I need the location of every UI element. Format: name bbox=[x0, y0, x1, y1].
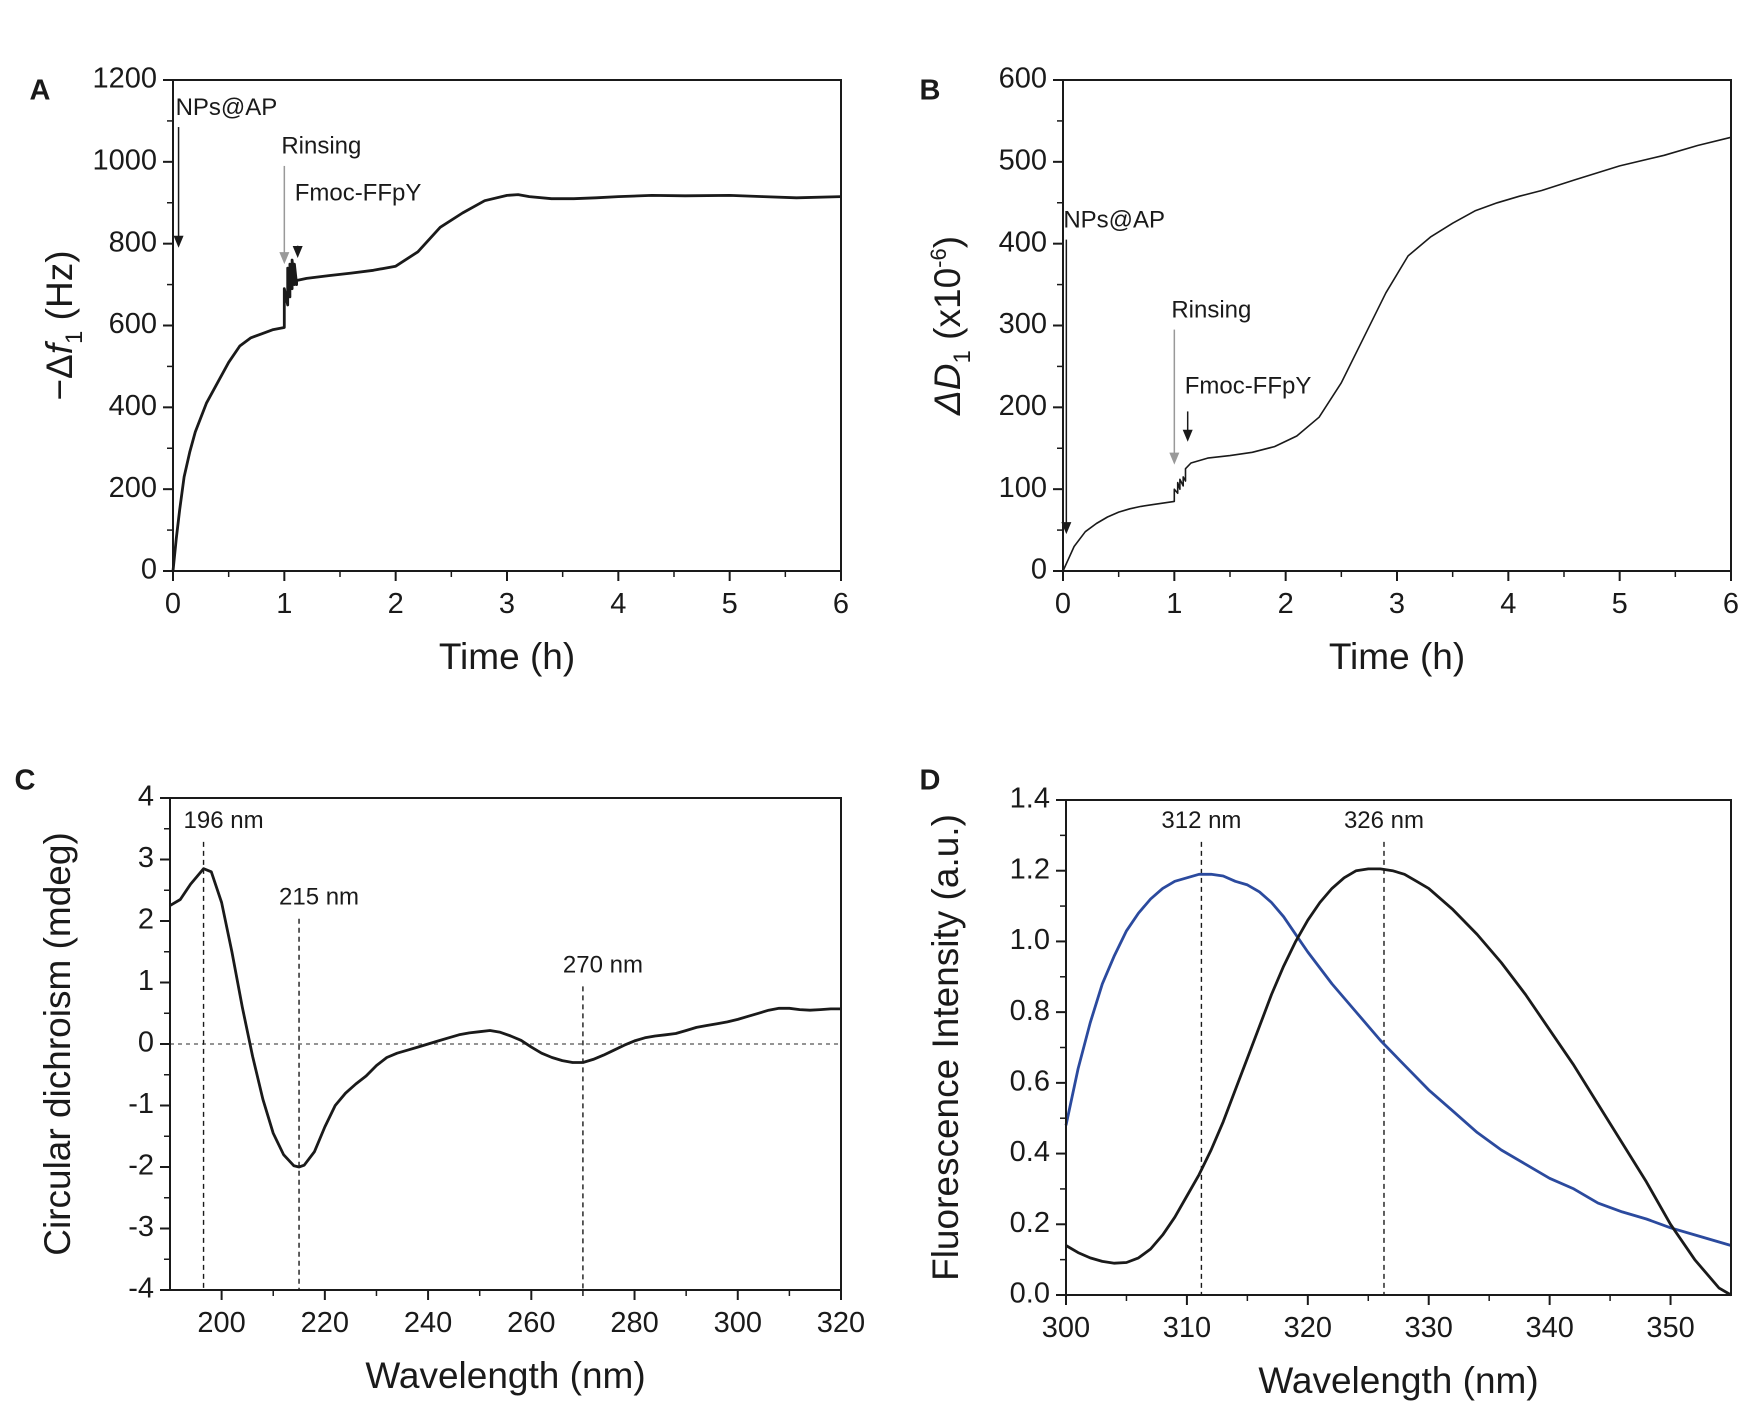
y-tick-label: 500 bbox=[999, 144, 1047, 176]
x-tick-label: 2 bbox=[388, 588, 404, 620]
x-tick-label: 280 bbox=[610, 1307, 658, 1339]
peak-label: 312 nm bbox=[1161, 807, 1241, 834]
x-tick-label: 3 bbox=[1389, 588, 1405, 620]
x-tick-label: 4 bbox=[1500, 588, 1516, 620]
x-tick-label: 4 bbox=[610, 588, 626, 620]
peak-label: 270 nm bbox=[563, 951, 643, 978]
y-tick-label: 4 bbox=[138, 781, 154, 813]
series-line bbox=[1064, 872, 1732, 1247]
series-line bbox=[169, 867, 841, 1169]
chart-panel-d: D 312 nm 326 nm 300 310 320 330 340 350 0.0 0.2 0.4… bbox=[920, 765, 1732, 1401]
annotation-label: Fmoc-FFpY bbox=[1185, 372, 1312, 399]
y-tick-label: 0 bbox=[141, 554, 157, 586]
annotation-label: NPs@AP bbox=[176, 94, 278, 121]
annotation-label: Fmoc-FFpY bbox=[295, 180, 422, 207]
x-tick-label: 340 bbox=[1525, 1312, 1573, 1344]
y-tick-label: 1.2 bbox=[1010, 853, 1050, 885]
y-axis-label: Circular dichroism (mdeg) bbox=[37, 832, 78, 1256]
x-axis-label: Wavelength (nm) bbox=[365, 1355, 645, 1396]
x-tick-label: 350 bbox=[1646, 1312, 1694, 1344]
y-tick-label: 1000 bbox=[92, 144, 157, 176]
peak-label: 196 nm bbox=[184, 807, 264, 834]
annotation-label: Rinsing bbox=[281, 133, 361, 160]
x-tick-label: 260 bbox=[507, 1307, 555, 1339]
y-tick-label: 0 bbox=[138, 1027, 154, 1059]
y-tick-label: 1 bbox=[138, 965, 154, 997]
y-tick-label: 0.2 bbox=[1010, 1207, 1050, 1239]
y-tick-label: -1 bbox=[128, 1088, 154, 1120]
y-tick-label: 600 bbox=[999, 63, 1047, 95]
y-tick-label: 3 bbox=[138, 842, 154, 874]
y-tick-label: 200 bbox=[999, 390, 1047, 422]
y-tick-label: 200 bbox=[109, 472, 157, 504]
x-tick-label: 320 bbox=[1284, 1312, 1332, 1344]
series-line bbox=[1065, 867, 1732, 1297]
y-tick-label: 400 bbox=[109, 390, 157, 422]
x-tick-label: 320 bbox=[817, 1307, 865, 1339]
y-tick-label: 0.8 bbox=[1010, 995, 1050, 1027]
x-axis-label: Time (h) bbox=[439, 636, 575, 677]
peak-label: 215 nm bbox=[279, 884, 359, 911]
arrow-head-icon bbox=[1182, 429, 1193, 442]
y-axis-label: Fluorescence Intensity (a.u.) bbox=[925, 814, 966, 1281]
x-tick-label: 0 bbox=[165, 588, 181, 620]
arrow-head-icon bbox=[279, 252, 290, 265]
y-tick-label: 100 bbox=[999, 472, 1047, 504]
x-tick-label: 1 bbox=[276, 588, 292, 620]
annotation-label: Rinsing bbox=[1171, 296, 1251, 323]
y-tick-label: 2 bbox=[138, 904, 154, 936]
y-tick-label: 300 bbox=[999, 308, 1047, 340]
x-tick-label: 6 bbox=[833, 588, 849, 620]
x-tick-label: 220 bbox=[301, 1307, 349, 1339]
arrow-head-icon bbox=[173, 235, 184, 248]
peak-label: 326 nm bbox=[1344, 807, 1424, 834]
y-axis-label: −Δf1 (Hz) bbox=[39, 250, 88, 400]
y-tick-label: 1.0 bbox=[1010, 924, 1050, 956]
panel-label: A bbox=[30, 75, 51, 107]
panel-label: B bbox=[920, 75, 941, 107]
annotation-label: NPs@AP bbox=[1063, 206, 1165, 233]
x-tick-label: 1 bbox=[1166, 588, 1182, 620]
x-tick-label: 330 bbox=[1405, 1312, 1453, 1344]
arrow-head-icon bbox=[292, 245, 303, 258]
y-tick-label: 600 bbox=[109, 308, 157, 340]
axes-frame bbox=[1065, 799, 1732, 1296]
x-axis-label: Wavelength (nm) bbox=[1258, 1360, 1538, 1401]
x-tick-label: 310 bbox=[1163, 1312, 1211, 1344]
chart-panel-b: B NPs@AP Rinsing Fmoc-FFpY 0 1 2 3 4 5 6 0 100 200 300… bbox=[920, 63, 1740, 677]
y-tick-label: 400 bbox=[999, 226, 1047, 258]
y-tick-label: -2 bbox=[128, 1150, 154, 1182]
panel-label: D bbox=[920, 765, 941, 797]
x-tick-label: 5 bbox=[1612, 588, 1628, 620]
y-tick-label: 0 bbox=[1031, 554, 1047, 586]
x-tick-label: 0 bbox=[1055, 588, 1071, 620]
y-tick-label: 0.0 bbox=[1010, 1278, 1050, 1310]
x-tick-label: 300 bbox=[714, 1307, 762, 1339]
axes-frame bbox=[172, 79, 842, 572]
y-tick-label: -3 bbox=[128, 1211, 154, 1243]
axes-frame bbox=[1062, 79, 1732, 572]
x-tick-label: 5 bbox=[722, 588, 738, 620]
series-line bbox=[171, 193, 842, 572]
x-tick-label: 200 bbox=[197, 1307, 245, 1339]
x-tick-label: 2 bbox=[1278, 588, 1294, 620]
x-tick-label: 300 bbox=[1042, 1312, 1090, 1344]
x-axis-label: Time (h) bbox=[1329, 636, 1465, 677]
y-axis-label: ΔD1 (x10-6) bbox=[926, 236, 976, 416]
y-tick-label: 0.6 bbox=[1010, 1066, 1050, 1098]
arrow-head-icon bbox=[1169, 452, 1180, 465]
y-tick-label: 800 bbox=[109, 226, 157, 258]
y-tick-label: -4 bbox=[128, 1273, 154, 1305]
x-tick-label: 6 bbox=[1723, 588, 1739, 620]
y-tick-label: 0.4 bbox=[1010, 1136, 1050, 1168]
panel-label: C bbox=[15, 765, 36, 797]
x-tick-label: 3 bbox=[499, 588, 515, 620]
x-tick-label: 240 bbox=[404, 1307, 452, 1339]
y-tick-label: 1.4 bbox=[1010, 783, 1050, 815]
series-line bbox=[1062, 136, 1732, 572]
y-tick-label: 1200 bbox=[92, 63, 157, 95]
